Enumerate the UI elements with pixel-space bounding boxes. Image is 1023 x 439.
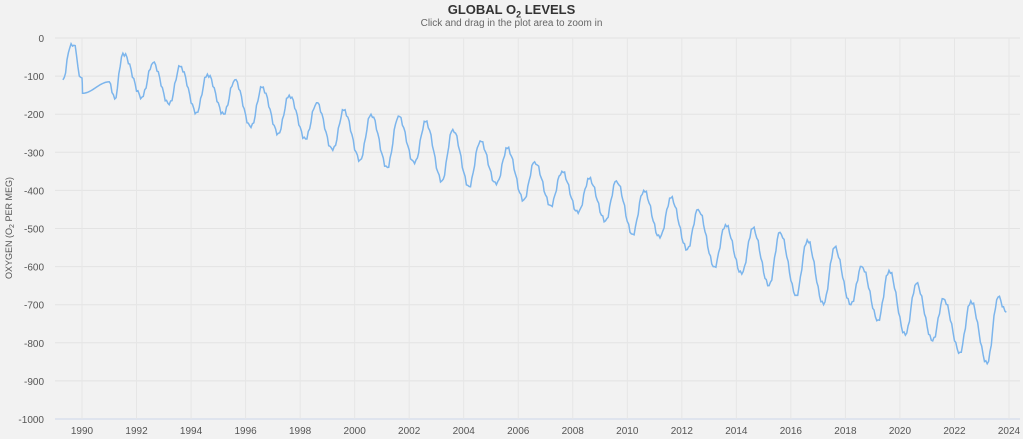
x-tick-label: 2012	[671, 426, 694, 437]
series-line	[62, 41, 1007, 366]
x-tick-label: 2006	[507, 426, 530, 437]
x-tick-label: 1998	[289, 426, 312, 437]
y-tick-label: -500	[24, 225, 44, 236]
y-tick-label: -900	[24, 377, 44, 388]
y-tick-label: -100	[24, 72, 44, 83]
x-tick-label: 2002	[398, 426, 421, 437]
y-tick-label: -600	[24, 263, 44, 274]
x-tick-label: 1992	[125, 426, 148, 437]
x-tick-label: 2016	[780, 426, 803, 437]
x-tick-label: 2014	[725, 426, 748, 437]
x-tick-label: 2004	[453, 426, 476, 437]
x-tick-label: 2024	[998, 426, 1021, 437]
y-axis-label: OXYGEN (O2 PER MEG)	[4, 177, 16, 279]
x-tick-label: 2010	[616, 426, 639, 437]
x-tick-label: 2008	[562, 426, 585, 437]
title-subscript: 2	[516, 9, 522, 20]
chart-subtitle: Click and drag in the plot area to zoom …	[420, 18, 603, 29]
x-tick-label: 1990	[71, 426, 94, 437]
x-tick-label: 2020	[889, 426, 912, 437]
title-text: GLOBAL O	[447, 2, 517, 17]
title-text-rest: LEVELS	[521, 2, 576, 17]
y-tick-label: -400	[24, 186, 44, 197]
y-axis-ticks: 0 -100 -200 -300 -400 -500 -600 -700 -800 -900 -10…	[18, 34, 44, 426]
chart-title: GLOBAL O2 LEVELS	[0, 2, 1023, 23]
x-tick-label: 2022	[943, 426, 966, 437]
x-tick-label: 1994	[180, 426, 203, 437]
y-tick-label: -300	[24, 148, 44, 159]
y-tick-label: -700	[24, 301, 44, 312]
y-tick-label: -800	[24, 339, 44, 350]
x-tick-label: 2018	[834, 426, 857, 437]
y-tick-label: -200	[24, 110, 44, 121]
x-tick-label: 2000	[344, 426, 367, 437]
x-axis-ticks: 1990 1992 1994 1996 1998 2000 2002 2004 2006 2008…	[71, 426, 1021, 437]
grid	[55, 37, 1020, 420]
y-tick-label: -1000	[18, 415, 44, 426]
y-tick-label: 0	[38, 34, 44, 45]
x-tick-label: 1996	[234, 426, 257, 437]
